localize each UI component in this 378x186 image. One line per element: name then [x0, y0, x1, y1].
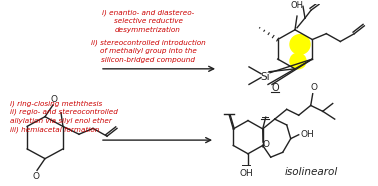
Text: OH: OH: [291, 1, 304, 10]
Text: isolinearol: isolinearol: [284, 167, 338, 177]
Text: O: O: [51, 95, 57, 104]
Text: O: O: [271, 83, 279, 93]
Text: ii) stereocontrolled introduction: ii) stereocontrolled introduction: [91, 40, 205, 46]
Text: O: O: [310, 83, 317, 92]
Text: i) enantio- and diastereo-: i) enantio- and diastereo-: [102, 9, 194, 16]
Text: selective reductive: selective reductive: [113, 18, 183, 24]
Text: i) ring-closing meththesis: i) ring-closing meththesis: [10, 100, 102, 107]
Text: desymmetrization: desymmetrization: [115, 27, 181, 33]
Text: iii) hemiacetal formation: iii) hemiacetal formation: [10, 126, 99, 133]
Text: ii) regio- and stereocontrolled: ii) regio- and stereocontrolled: [10, 109, 118, 116]
Text: allylation via silyl enol ether: allylation via silyl enol ether: [10, 118, 112, 124]
Text: O: O: [262, 140, 270, 150]
Text: O: O: [33, 172, 39, 181]
Circle shape: [290, 35, 310, 54]
Circle shape: [290, 53, 306, 69]
Text: of methallyl group into the: of methallyl group into the: [99, 48, 197, 54]
Text: Si: Si: [260, 72, 270, 82]
Text: OH: OH: [239, 169, 253, 178]
Text: OH: OH: [301, 130, 314, 139]
Text: silicon-bridged compound: silicon-bridged compound: [101, 57, 195, 63]
